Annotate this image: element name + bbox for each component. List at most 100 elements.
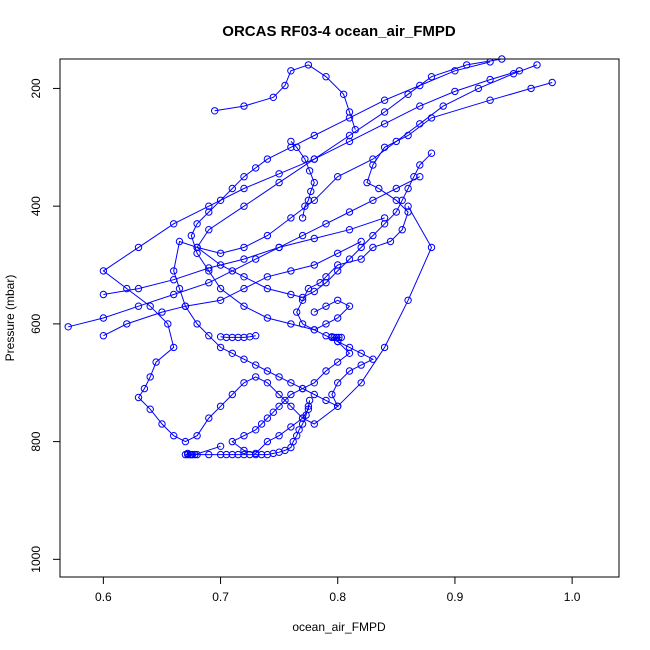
- data-point: [216, 296, 225, 304]
- data-point: [322, 279, 330, 287]
- data-point: [287, 379, 295, 387]
- data-point: [123, 320, 131, 328]
- data-point: [416, 81, 424, 90]
- data-point: [263, 450, 272, 459]
- data-point: [301, 155, 309, 163]
- data-point: [234, 333, 242, 342]
- data-point: [451, 87, 459, 96]
- data-point: [533, 61, 541, 69]
- series-line: [68, 176, 421, 328]
- data-point: [416, 161, 424, 169]
- data-point: [392, 208, 400, 216]
- data-point: [240, 184, 248, 193]
- data-point: [357, 243, 365, 252]
- data-point: [240, 333, 248, 342]
- data-point: [216, 261, 225, 269]
- x-axis-label: ocean_air_FMPD: [292, 620, 386, 634]
- data-point: [240, 255, 248, 263]
- data-point: [335, 333, 343, 342]
- data-point: [275, 390, 283, 399]
- data-point: [334, 249, 342, 258]
- series-line: [103, 241, 362, 337]
- data-point: [211, 107, 219, 115]
- data-point: [287, 320, 295, 328]
- data-point: [548, 78, 556, 87]
- data-point: [439, 102, 447, 110]
- data-point: [240, 432, 248, 440]
- data-point: [252, 332, 260, 340]
- data-point: [228, 349, 237, 357]
- data-point: [134, 302, 143, 310]
- data-point: [451, 67, 459, 75]
- series-line: [214, 64, 356, 130]
- data-point: [310, 308, 318, 316]
- chart-title: ORCAS RF03-4 ocean_air_FMPD: [222, 23, 456, 40]
- x-axis: 0.6 0.7 0.8 0.9 1.0: [95, 577, 581, 604]
- data-point: [310, 261, 318, 269]
- data-point: [345, 367, 354, 375]
- data-point: [216, 333, 225, 341]
- data-point: [310, 178, 318, 187]
- data-point: [345, 343, 354, 352]
- data-point: [252, 164, 260, 172]
- data-point: [228, 184, 237, 193]
- plot-points: [64, 55, 556, 459]
- data-point: [363, 178, 371, 187]
- data-point: [193, 432, 201, 440]
- data-point: [310, 155, 318, 163]
- data-point: [140, 384, 149, 393]
- data-point: [205, 450, 213, 459]
- data-point: [369, 231, 377, 240]
- data-point: [240, 450, 248, 459]
- data-point: [287, 267, 295, 275]
- data-point: [252, 426, 260, 434]
- data-point: [357, 349, 365, 357]
- data-point: [205, 264, 213, 272]
- data-point: [216, 402, 225, 410]
- data-point: [170, 343, 178, 352]
- data-point: [427, 73, 436, 81]
- data-point: [287, 443, 295, 452]
- data-point: [275, 432, 283, 440]
- data-point: [275, 373, 283, 381]
- data-point: [281, 396, 289, 405]
- data-point: [187, 231, 196, 240]
- data-point: [170, 290, 178, 299]
- y-tick-label: 200: [29, 78, 43, 98]
- data-point: [275, 178, 283, 187]
- data-point: [380, 96, 389, 104]
- data-point: [240, 302, 248, 310]
- data-point: [205, 226, 213, 234]
- data-point: [234, 450, 242, 459]
- data-point: [134, 393, 143, 402]
- data-point: [275, 170, 283, 178]
- data-point: [99, 267, 108, 275]
- data-point: [158, 420, 166, 428]
- data-point: [322, 302, 330, 310]
- data-point: [134, 284, 143, 293]
- data-point: [252, 373, 260, 381]
- data-point: [64, 323, 72, 331]
- data-point: [158, 308, 166, 316]
- data-point: [404, 296, 412, 304]
- x-tick-label: 0.7: [212, 590, 229, 604]
- data-point: [427, 243, 436, 252]
- data-point: [416, 120, 424, 128]
- data-point: [307, 187, 315, 196]
- data-point: [310, 287, 318, 296]
- data-point: [330, 333, 338, 342]
- data-point: [515, 67, 524, 75]
- data-point: [134, 243, 143, 252]
- data-point: [304, 284, 313, 293]
- data-point: [263, 367, 272, 375]
- data-point: [146, 373, 154, 381]
- data-point: [527, 84, 535, 93]
- data-point: [252, 361, 260, 369]
- data-point: [164, 320, 172, 328]
- data-point: [298, 231, 307, 240]
- data-point: [332, 333, 341, 342]
- data-point: [287, 214, 295, 222]
- data-point: [380, 120, 389, 128]
- data-point: [240, 355, 248, 363]
- data-point: [328, 390, 336, 399]
